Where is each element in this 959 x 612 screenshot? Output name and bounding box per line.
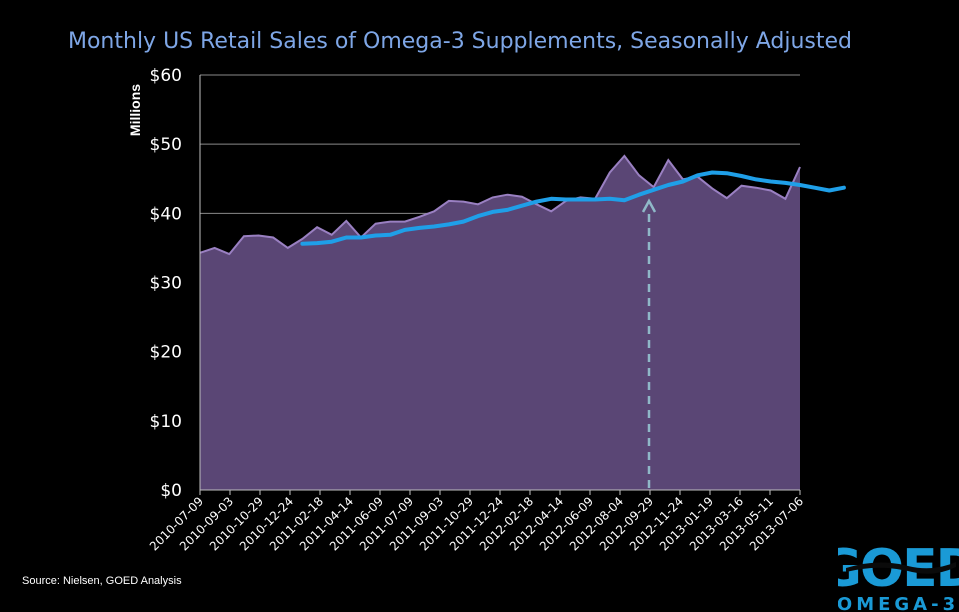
axes — [199, 75, 801, 495]
goed-logo: GOED OMEGA-3 — [838, 539, 959, 612]
annotation-arrow — [641, 198, 657, 488]
y-tick-label: $60 — [150, 66, 182, 86]
trend-series — [300, 170, 846, 246]
y-tick-labels: $0 $10 $20 $30 $40 $50 $60 — [150, 66, 182, 501]
y-tick-label: $50 — [150, 135, 182, 155]
y-axis-label: Millions — [127, 84, 143, 136]
annotation-arrowhead — [641, 198, 657, 213]
y-tick-label: $0 — [160, 481, 182, 501]
logo-subtext: OMEGA-3 — [838, 594, 959, 612]
area-series — [199, 154, 801, 490]
source-note: Source: Nielsen, GOED Analysis — [22, 575, 182, 587]
logo-swoosh — [846, 562, 956, 574]
chart-title: Monthly US Retail Sales of Omega-3 Suppl… — [68, 29, 852, 54]
area-fill — [200, 155, 800, 490]
y-tick-label: $30 — [150, 274, 182, 294]
y-tick-label: $20 — [150, 343, 182, 363]
area-edge-line — [199, 154, 801, 256]
y-tick-label: $40 — [150, 204, 182, 224]
y-tick-label: $10 — [150, 412, 182, 432]
trend-line — [300, 170, 846, 246]
x-tick-labels: 2010-07-092010-09-032010-10-292010-12-24… — [147, 494, 806, 553]
